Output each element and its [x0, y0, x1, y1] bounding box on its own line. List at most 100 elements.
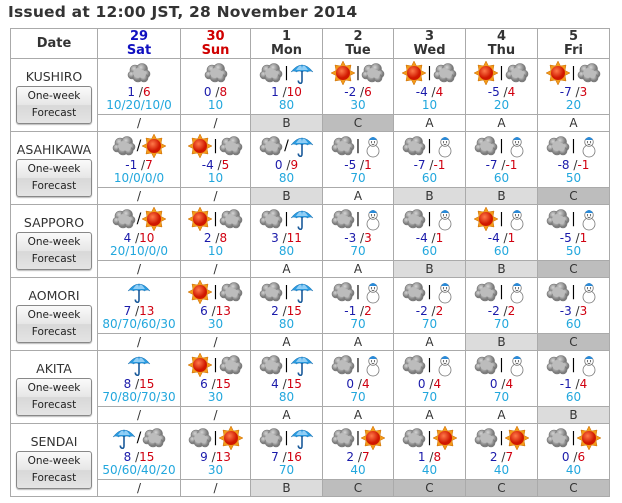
- forecast-cell: / 8 /15 50/60/40/20: [97, 423, 181, 480]
- max-temp: 2: [435, 304, 444, 318]
- reliability-cell: A: [250, 406, 323, 424]
- temperature: 4 /10: [98, 231, 180, 245]
- forecast-cell: | 1 /10 80: [250, 58, 323, 115]
- one-week-forecast-button[interactable]: One-week Forecast: [16, 85, 92, 124]
- max-temp: 6: [364, 85, 372, 99]
- snowman-icon: [505, 134, 529, 158]
- weather-separator: |: [427, 284, 432, 300]
- min-temp: -5: [487, 85, 500, 99]
- button-label-line1: One-week: [27, 381, 81, 394]
- max-temp: -1: [505, 158, 518, 172]
- city-row-kushiro: KUSHIRO One-week Forecast 1 /6 10/20/10/0 0 /…: [10, 58, 610, 132]
- city-row-sapporo: SAPPORO One-week Forecast/4 /10 20/10/0/0 | 2…: [10, 204, 610, 278]
- temperature: 4 /15: [251, 377, 322, 391]
- precipitation-probability: 20/10/0/0: [110, 244, 168, 258]
- temp-separator: /: [282, 231, 287, 245]
- one-week-forecast-button[interactable]: One-week Forecast: [16, 450, 92, 489]
- sun-icon: [576, 426, 601, 450]
- max-temp: 2: [364, 304, 372, 318]
- precipitation-probability: 50/60/40/20: [102, 463, 176, 477]
- temperature: 1 /6: [98, 85, 180, 99]
- weather-separator: |: [499, 430, 504, 446]
- forecast-cell: | -2 /2 70: [465, 277, 538, 334]
- temperature: 0 /9: [251, 158, 322, 172]
- forecast-cell: | -2 /6 30: [322, 58, 394, 115]
- weather-separator: |: [571, 211, 576, 227]
- temp-separator: /: [135, 304, 140, 318]
- weather-icons: |: [394, 353, 465, 377]
- max-temp: 10: [286, 85, 302, 99]
- snowman-icon: [361, 207, 385, 231]
- weather-icons: |: [394, 280, 465, 304]
- reliability-cell: /: [97, 114, 181, 132]
- button-label-line1: One-week: [27, 454, 81, 467]
- min-temp: 8: [123, 450, 132, 464]
- forecast-cell: | -4 /5 10: [180, 131, 251, 188]
- one-week-forecast-button[interactable]: One-week Forecast: [16, 377, 92, 416]
- snowman-icon: [361, 280, 385, 304]
- forecast-cell: /0 /9 80: [250, 131, 323, 188]
- min-temp: 0: [346, 377, 355, 391]
- max-temp: 7: [505, 450, 514, 464]
- min-temp: -4: [487, 231, 500, 245]
- reliability-row: / / B A B B C: [11, 187, 610, 205]
- reliability-cell: C: [537, 333, 610, 351]
- day-header-mon: 1 Mon: [250, 28, 323, 59]
- temperature: -3 /3: [323, 231, 393, 245]
- weather-icons: |: [466, 134, 537, 158]
- weather-separator: |: [355, 65, 361, 81]
- temperature: -3 /3: [538, 304, 609, 318]
- temp-separator: /: [357, 377, 362, 391]
- weather-separator: |: [284, 284, 289, 300]
- temp-separator: /: [282, 377, 287, 391]
- temp-separator: /: [501, 158, 506, 172]
- temperature: 7 /13: [98, 304, 180, 318]
- precipitation-probability: 70/80/70/30: [102, 390, 176, 404]
- temp-separator: /: [431, 304, 436, 318]
- temp-separator: /: [282, 450, 287, 464]
- reliability-cell: /: [180, 187, 251, 205]
- temperature: 8 /15: [98, 450, 180, 464]
- weather-separator: /: [136, 430, 142, 446]
- cloud-icon: [474, 353, 498, 377]
- snowman-icon: [577, 353, 601, 377]
- one-week-forecast-button[interactable]: One-week Forecast: [16, 304, 92, 343]
- temperature: -5 /1: [323, 158, 393, 172]
- reliability-cell: /: [97, 479, 181, 497]
- min-temp: -5: [559, 231, 572, 245]
- temp-separator: /: [575, 231, 580, 245]
- cloud-icon: [331, 134, 355, 158]
- cloud-icon: [127, 61, 151, 85]
- precipitation-probability: 60: [421, 171, 438, 185]
- temperature: 0 /4: [323, 377, 393, 391]
- forecast-cell: | -3 /3 60: [537, 277, 610, 334]
- day-number: 3: [424, 28, 435, 44]
- temp-separator: /: [286, 158, 291, 172]
- weather-icons: |: [251, 207, 322, 231]
- cloud-icon: [546, 280, 570, 304]
- temp-separator: /: [135, 377, 140, 391]
- one-week-forecast-button[interactable]: One-week Forecast: [16, 231, 92, 270]
- cloud-icon: [204, 61, 228, 85]
- reliability-cell: B: [250, 114, 323, 132]
- day-number: 1: [281, 28, 292, 44]
- precipitation-probability: 10: [421, 98, 438, 112]
- weather-icons: |: [181, 207, 250, 231]
- min-temp: 7: [271, 450, 279, 464]
- weather-icons: |: [251, 426, 322, 450]
- button-label-line2: Forecast: [31, 106, 77, 119]
- snowman-icon: [433, 134, 457, 158]
- temp-separator: /: [215, 231, 220, 245]
- one-week-forecast-button[interactable]: One-week Forecast: [16, 158, 92, 197]
- precipitation-probability: 70: [278, 463, 295, 477]
- snowman-icon: [505, 353, 529, 377]
- button-label-line1: One-week: [27, 162, 81, 175]
- forecast-cell: | 0 /6 40: [537, 423, 610, 480]
- forecast-cell: /4 /10 20/10/0/0: [97, 204, 181, 261]
- umbrella-icon: [127, 353, 151, 377]
- forecast-cell: | 0 /4 70: [393, 350, 466, 407]
- precipitation-probability: 50: [565, 171, 582, 185]
- weather-icons: |: [466, 280, 537, 304]
- temp-separator: /: [211, 377, 216, 391]
- min-temp: 6: [200, 377, 208, 391]
